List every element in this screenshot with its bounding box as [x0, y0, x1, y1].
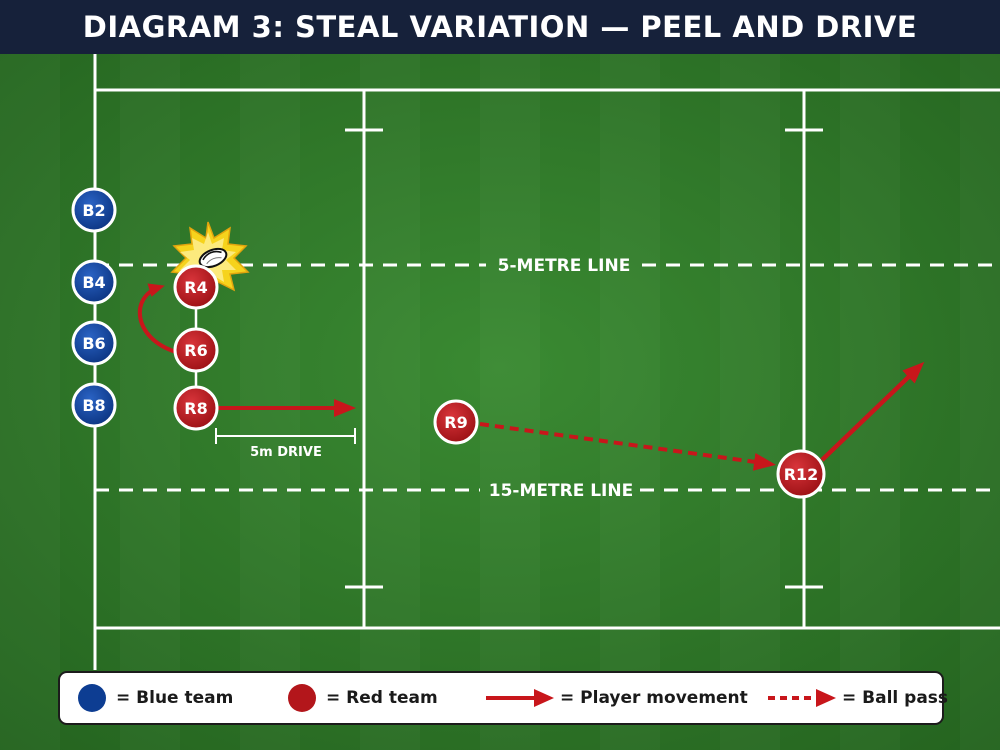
player-r12[interactable]: R12 — [776, 449, 826, 499]
svg-text:R9: R9 — [444, 413, 467, 432]
legend-red: = Red team — [288, 673, 438, 723]
svg-text:B2: B2 — [82, 201, 105, 220]
peel-arrow — [137, 283, 177, 354]
drive-label: 5m DRIVE — [250, 445, 322, 460]
legend-blue: = Blue team — [78, 673, 233, 723]
player-r4[interactable]: R4 — [173, 264, 219, 310]
svg-text:R6: R6 — [184, 341, 207, 360]
blue-dot-icon — [78, 684, 106, 712]
diagram-title: DIAGRAM 3: STEAL VARIATION — PEEL AND DR… — [82, 10, 918, 44]
svg-text:B4: B4 — [82, 273, 105, 292]
field-markings — [93, 54, 1000, 670]
svg-text:R4: R4 — [184, 278, 207, 297]
solid-arrow-icon — [486, 689, 554, 707]
legend-pass-label: = Ball pass — [842, 688, 949, 708]
fifteen-metre-label: 15-METRE LINE — [489, 481, 633, 501]
rugby-pitch: 5-METRE LINE 15-METRE LINE 5m DRIVE — [0, 54, 1000, 750]
drive-bracket — [215, 428, 356, 444]
legend-movement: = Player movement — [484, 673, 748, 723]
player-r8[interactable]: R8 — [173, 385, 219, 431]
svg-text:R12: R12 — [784, 465, 819, 484]
title-bar: DIAGRAM 3: STEAL VARIATION — PEEL AND DR… — [0, 0, 1000, 54]
player-b8[interactable]: B8 — [71, 382, 117, 428]
legend-blue-label: = Blue team — [116, 688, 234, 708]
svg-text:B8: B8 — [82, 396, 105, 415]
legend-movement-label: = Player movement — [560, 688, 748, 708]
player-b2[interactable]: B2 — [71, 187, 117, 233]
player-r9[interactable]: R9 — [433, 399, 479, 445]
svg-text:R8: R8 — [184, 399, 207, 418]
legend-red-label: = Red team — [326, 688, 438, 708]
rugby-ball-icon — [198, 247, 228, 269]
ball-pass-arrow — [479, 422, 776, 471]
legend-pass: = Ball pass — [766, 673, 948, 723]
player-b4[interactable]: B4 — [71, 259, 117, 305]
five-metre-label: 5-METRE LINE — [498, 256, 631, 276]
red-team-players: R4 R6 R8 R9 R12 — [173, 264, 826, 499]
player-b6[interactable]: B6 — [71, 320, 117, 366]
dashed-arrow-icon — [768, 689, 836, 707]
blue-team-players: B2 B4 B6 B8 — [71, 187, 117, 428]
run-arrow — [820, 361, 925, 462]
legend: = Blue team = Red team = Player movement… — [58, 671, 948, 725]
red-dot-icon — [288, 684, 316, 712]
player-r6[interactable]: R6 — [173, 327, 219, 373]
svg-text:B6: B6 — [82, 334, 105, 353]
